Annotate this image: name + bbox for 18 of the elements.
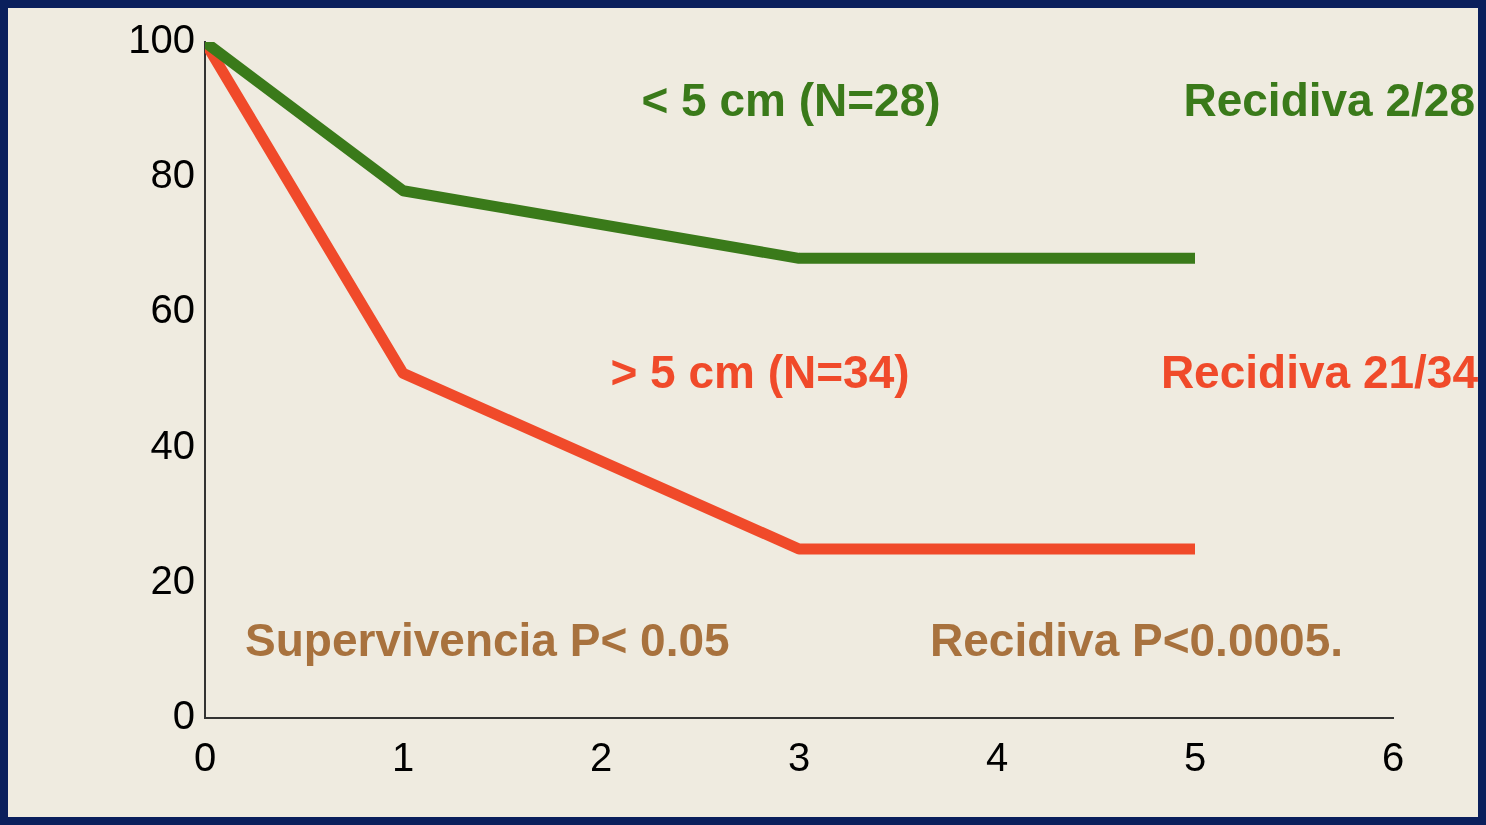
x-tick-label: 6 (1381, 735, 1405, 780)
y-tick-label: 20 (150, 557, 195, 602)
series-label: > 5 cm (N=34) (610, 345, 910, 398)
x-tick-label: 4 (985, 735, 1009, 780)
y-tick-label: 40 (150, 422, 195, 467)
annotation: Recidiva 21/34 (1160, 345, 1479, 398)
x-tick-label: 1 (391, 735, 415, 780)
y-tick-label: 60 (150, 287, 195, 332)
text: < 5 cm (N=28) (641, 73, 941, 126)
y-tick-label: 100 (128, 17, 195, 62)
x-tick-label: 2 (589, 735, 613, 780)
y-tick-label: 80 (150, 152, 195, 197)
x-tick-label: 5 (1183, 735, 1207, 780)
annotation: Recidiva P<0.0005. (930, 613, 1344, 666)
y-tick-label: 0 (172, 693, 195, 738)
x-tick-label: 3 (787, 735, 811, 780)
annotation: Supervivencia P< 0.05 (245, 613, 730, 666)
annotation: Recidiva 2/28 (1183, 73, 1475, 126)
